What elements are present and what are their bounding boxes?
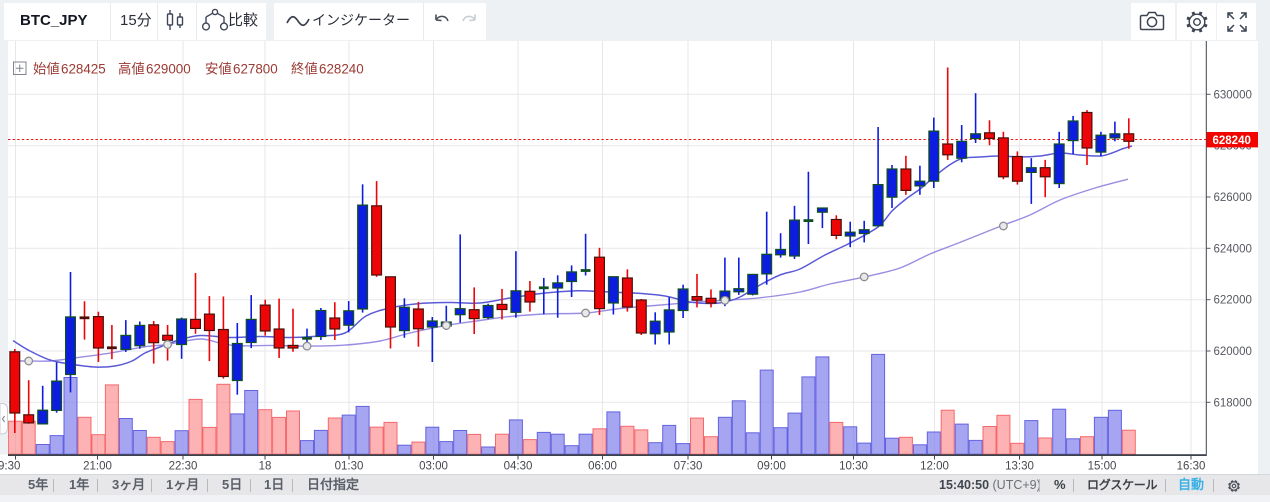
svg-text:19:30: 19:30 [0,461,20,473]
svg-text:03:00: 03:00 [419,461,448,473]
svg-text:618000: 618000 [1214,397,1252,409]
svg-text:12:00: 12:00 [920,461,949,473]
svg-text:630000: 630000 [1214,89,1252,101]
svg-text:626000: 626000 [1214,192,1252,204]
svg-text:624000: 624000 [1214,243,1252,255]
svg-text:10:30: 10:30 [839,461,868,473]
svg-text:22:30: 22:30 [169,461,198,473]
svg-text:06:00: 06:00 [588,461,617,473]
svg-text:01:30: 01:30 [335,461,364,473]
svg-text:07:30: 07:30 [674,461,703,473]
svg-text:09:00: 09:00 [757,461,786,473]
svg-text:622000: 622000 [1214,295,1252,307]
svg-text:16:30: 16:30 [1177,461,1206,473]
svg-text:21:00: 21:00 [83,461,112,473]
svg-text:628240: 628240 [1213,135,1251,147]
svg-text:04:30: 04:30 [504,461,533,473]
svg-text:13:30: 13:30 [1005,461,1034,473]
svg-text:18: 18 [259,461,272,473]
svg-text:620000: 620000 [1214,346,1252,358]
svg-text:15:00: 15:00 [1088,461,1117,473]
